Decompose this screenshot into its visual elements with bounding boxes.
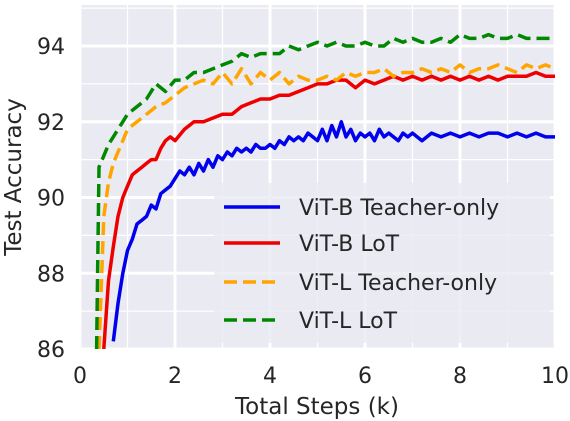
y-tick-label: 92 (37, 111, 65, 136)
x-tick-label: 10 (541, 364, 569, 389)
y-axis-label: Test Accuracy (1, 98, 27, 257)
legend-box (214, 183, 550, 343)
y-tick-label: 88 (37, 262, 65, 287)
y-tick-label: 90 (37, 187, 65, 212)
series-line-4 (94, 32, 555, 349)
legend-label: ViT-B Teacher-only (299, 196, 499, 221)
x-tick-label: 0 (73, 364, 87, 389)
series-line-1 (111, 120, 555, 342)
x-tick-label: 8 (453, 364, 467, 389)
legend-label: ViT-L Teacher-only (299, 271, 497, 296)
x-axis-label: Total Steps (k) (234, 394, 399, 420)
x-tick-label: 6 (358, 364, 372, 389)
series-line-2 (102, 70, 555, 349)
y-tick-label: 94 (37, 35, 65, 60)
series-line-3 (97, 63, 555, 349)
x-tick-label: 2 (168, 364, 182, 389)
y-tick-label: 86 (37, 338, 65, 363)
legend-label: ViT-B LoT (299, 232, 400, 257)
tick-labels: 0 2 4 6 8 10 86 88 90 92 94 (37, 35, 569, 389)
x-tick-label: 4 (263, 364, 277, 389)
series-layer (94, 32, 555, 349)
legend: ViT-B Teacher-only ViT-B LoT ViT-L Teacher… (214, 183, 550, 343)
legend-label: ViT-L LoT (299, 309, 398, 334)
